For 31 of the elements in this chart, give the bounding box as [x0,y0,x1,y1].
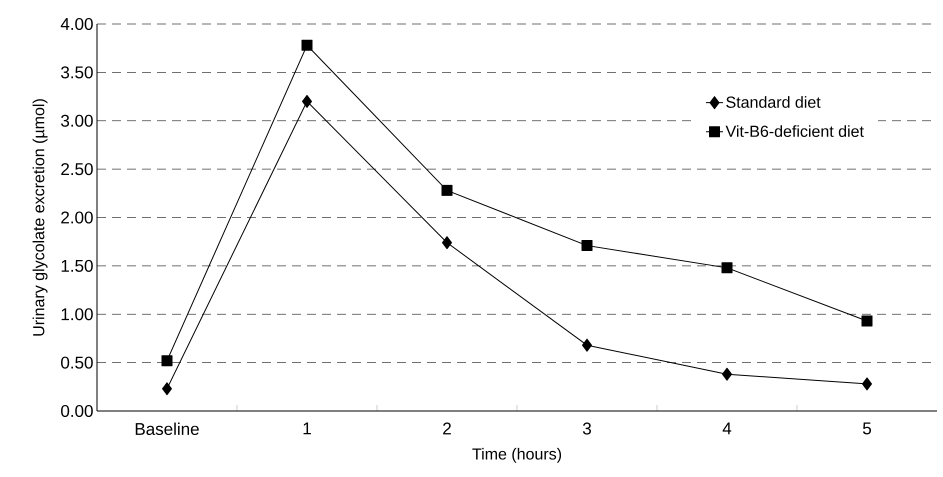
y-tick-label: 3.00 [61,114,93,127]
point [162,382,172,396]
point [302,40,312,51]
legend-label: Standard diet [726,96,821,108]
point [162,355,172,366]
x-tick-label: Baseline [136,422,199,436]
point [582,240,593,252]
point [862,316,873,327]
point [302,94,312,108]
x-tick-label: 3 [582,422,591,435]
point [862,377,872,390]
x-tick-label: 1 [304,422,311,434]
y-tick-label: 4.00 [60,18,93,30]
point [442,236,452,250]
legend-label: Vit-B6-deficient diet [726,125,864,137]
point [442,184,453,196]
y-tick-label: 1.00 [62,308,93,320]
y-tick-label: 2.00 [61,211,93,224]
y-tick-label: 2.50 [61,163,93,176]
y-axis-title: Urinary glycolate excretion (µmol) [32,99,48,336]
point [582,338,592,352]
y-tick-label: 3.50 [61,66,93,78]
x-tick-label: 4 [722,422,732,434]
point [722,262,732,274]
point [722,368,732,381]
y-tick-label: 0.00 [61,404,93,418]
y-tick-label: 0.50 [61,356,93,369]
y-tick-label: 1.50 [62,260,93,272]
x-tick-label: 2 [443,422,451,434]
x-tick-label: 5 [862,422,872,434]
x-axis-title: Time (hours) [472,448,562,463]
